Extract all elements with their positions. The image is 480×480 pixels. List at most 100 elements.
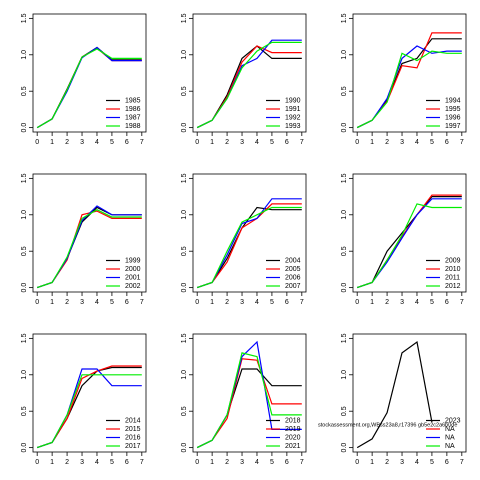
x-tick-label: 0 — [355, 459, 359, 466]
legend-label: NA — [445, 443, 455, 450]
y-tick-label: 0.5 — [21, 246, 28, 256]
x-tick-label: 4 — [95, 139, 99, 146]
legend-label: 2011 — [445, 274, 460, 281]
legend-label: 1997 — [445, 123, 461, 130]
x-tick-label: 1 — [210, 459, 214, 466]
legend-label: 2004 — [285, 257, 301, 264]
x-tick-label: 3 — [400, 299, 404, 306]
x-tick-label: 5 — [270, 459, 274, 466]
x-tick-label: 6 — [285, 459, 289, 466]
y-tick-label: 1.5 — [21, 173, 28, 183]
x-tick-label: 6 — [445, 139, 449, 146]
legend-label: NA — [445, 434, 455, 441]
legend-label: 2010 — [445, 266, 461, 273]
x-tick-label: 3 — [80, 299, 84, 306]
x-tick-label: 1 — [50, 299, 54, 306]
legend-label: 2021 — [285, 443, 301, 450]
legend-label: 1985 — [125, 97, 141, 104]
series-line — [356, 340, 433, 449]
y-tick-label: 1.0 — [341, 370, 348, 380]
y-tick-label: 1.0 — [181, 50, 188, 60]
y-tick-label: 1.0 — [21, 50, 28, 60]
legend-label: 1986 — [125, 106, 141, 113]
x-tick-label: 2 — [225, 459, 229, 466]
series-line — [196, 41, 302, 129]
series-line — [37, 374, 142, 449]
legend-label: 1995 — [445, 106, 461, 113]
legend-label: 2006 — [285, 274, 301, 281]
plot-frame — [32, 333, 147, 453]
legend-label: 1992 — [285, 114, 301, 121]
y-tick-label: 1.5 — [181, 333, 188, 343]
plot-frame — [352, 173, 467, 293]
x-tick-label: 0 — [35, 139, 39, 146]
series-line — [356, 50, 462, 129]
legend-label: 1996 — [445, 114, 461, 121]
y-tick-label: 1.0 — [181, 370, 188, 380]
watermark: stockassessment.org,WBss23a8,r17396 gb5e… — [318, 422, 457, 428]
y-tick-label: 0.0 — [21, 283, 28, 293]
x-tick-label: 0 — [35, 459, 39, 466]
series-line — [357, 203, 462, 289]
x-tick-label: 4 — [415, 299, 419, 306]
x-tick-label: 2 — [385, 299, 389, 306]
y-tick-label: 1.0 — [341, 210, 348, 220]
legend-label: 1994 — [445, 97, 461, 104]
x-tick-label: 3 — [80, 139, 84, 146]
plot-frame — [192, 333, 307, 453]
x-tick-label: 4 — [255, 299, 259, 306]
legend-label: 1991 — [285, 106, 301, 113]
x-tick-label: 4 — [415, 459, 419, 466]
x-tick-label: 6 — [125, 139, 129, 146]
legend-label: 1987 — [125, 114, 141, 121]
legend-label: 2001 — [125, 274, 141, 281]
y-tick-label: 0.0 — [181, 283, 188, 293]
x-tick-label: 0 — [195, 299, 199, 306]
x-tick-label: 5 — [270, 139, 274, 146]
x-tick-label: 7 — [300, 299, 304, 306]
x-tick-label: 1 — [370, 299, 374, 306]
x-tick-label: 0 — [35, 299, 39, 306]
x-tick-label: 4 — [255, 139, 259, 146]
y-tick-label: 0.0 — [21, 123, 28, 133]
y-tick-label: 0.5 — [21, 406, 28, 416]
plot-frame — [32, 13, 147, 133]
y-tick-label: 0.0 — [341, 443, 348, 453]
y-tick-label: 0.0 — [21, 443, 28, 453]
x-tick-label: 1 — [210, 299, 214, 306]
x-tick-label: 7 — [140, 299, 144, 306]
x-tick-label: 4 — [95, 299, 99, 306]
legend-label: 2018 — [285, 417, 301, 424]
x-tick-label: 5 — [430, 139, 434, 146]
y-tick-label: 1.0 — [21, 210, 28, 220]
x-tick-label: 1 — [50, 459, 54, 466]
x-tick-label: 3 — [80, 459, 84, 466]
x-tick-label: 5 — [110, 299, 114, 306]
x-tick-label: 1 — [210, 139, 214, 146]
y-tick-label: 0.5 — [341, 86, 348, 96]
x-tick-label: 2 — [385, 459, 389, 466]
plot-frame — [32, 173, 147, 293]
series-line — [197, 206, 302, 289]
x-tick-label: 0 — [195, 139, 199, 146]
legend-label: 2002 — [125, 283, 141, 290]
y-tick-label: 1.5 — [181, 13, 188, 23]
y-tick-label: 1.0 — [341, 50, 348, 60]
x-tick-label: 0 — [195, 459, 199, 466]
x-tick-label: 5 — [430, 459, 434, 466]
x-tick-label: 6 — [125, 299, 129, 306]
x-tick-label: 6 — [285, 299, 289, 306]
y-tick-label: 0.0 — [341, 123, 348, 133]
y-tick-label: 1.5 — [21, 333, 28, 343]
y-tick-label: 1.5 — [341, 13, 348, 23]
x-tick-label: 6 — [125, 459, 129, 466]
x-tick-label: 2 — [65, 459, 69, 466]
legend-label: 2023 — [445, 417, 461, 424]
x-tick-label: 3 — [240, 459, 244, 466]
x-tick-label: 1 — [370, 459, 374, 466]
